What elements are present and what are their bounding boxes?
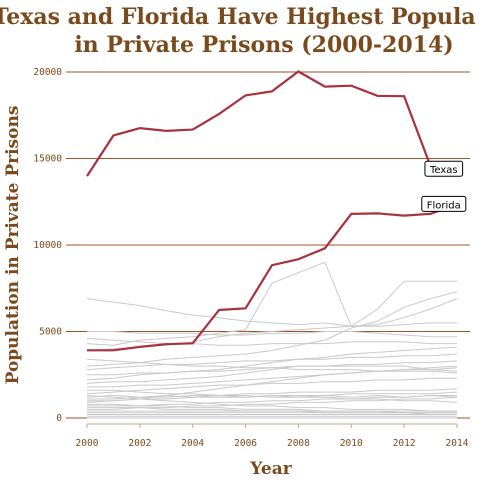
background-series-line (86, 337, 457, 346)
y-tick-label: 15000 (33, 154, 62, 165)
background-series-line (86, 367, 458, 403)
series-line-florida (87, 203, 458, 352)
background-series-line (87, 388, 458, 400)
background-series-line (87, 396, 458, 410)
highlighted-series (86, 70, 458, 352)
y-tick-label: 0 (56, 413, 62, 424)
y-tick-label: 10000 (33, 240, 62, 251)
background-series-line (86, 346, 458, 381)
background-series (86, 261, 458, 419)
background-series-line (86, 395, 457, 412)
y-tick-label: 5000 (39, 327, 62, 338)
x-tick-labels: 2000 2002 2004 2006 2008 2010 2012 2014 (76, 423, 469, 449)
background-series-line (86, 394, 458, 398)
background-series-line (87, 403, 457, 414)
y-tick-labels: 0 5000 10000 15000 20000 (33, 67, 62, 424)
series-label-box (424, 160, 464, 177)
series-label-florida: Florida (421, 195, 467, 212)
background-series-line (87, 389, 458, 403)
x-tick-label: 2014 (446, 438, 469, 449)
x-tick-label: 2008 (287, 438, 310, 449)
background-series-line (86, 358, 458, 374)
series-label-box (421, 195, 467, 212)
background-series-line (86, 261, 457, 346)
x-tick-label: 2012 (393, 438, 416, 449)
series-line-texas (86, 70, 458, 177)
chart-title-line-2: in Private Prisons (2000-2014) (74, 32, 453, 58)
x-tick-label: 2004 (181, 438, 204, 449)
series-label-text: Florida (427, 200, 461, 211)
x-tick-label: 2002 (128, 438, 151, 449)
background-series-line (86, 298, 457, 327)
x-axis-label: Year (249, 459, 292, 479)
background-series-line (86, 377, 457, 395)
x-tick-label: 2010 (340, 438, 363, 449)
series-annotations: Texas Florida (421, 160, 467, 212)
background-series-line (86, 291, 458, 367)
chart-title-line-1: Texas and Florida Have Highest Popula (0, 4, 476, 30)
background-series-line (87, 331, 457, 338)
series-label-text: Texas (429, 165, 458, 176)
y-tick-label: 20000 (33, 67, 62, 78)
background-series-line (87, 395, 457, 407)
background-series-line (86, 365, 458, 384)
x-tick-label: 2000 (76, 438, 99, 449)
background-series-line (86, 353, 458, 371)
grid-lines (66, 71, 470, 419)
series-label-texas: Texas (424, 160, 464, 177)
x-tick-label: 2006 (234, 438, 257, 449)
y-axis-label: Population in Private Prisons (3, 106, 23, 385)
